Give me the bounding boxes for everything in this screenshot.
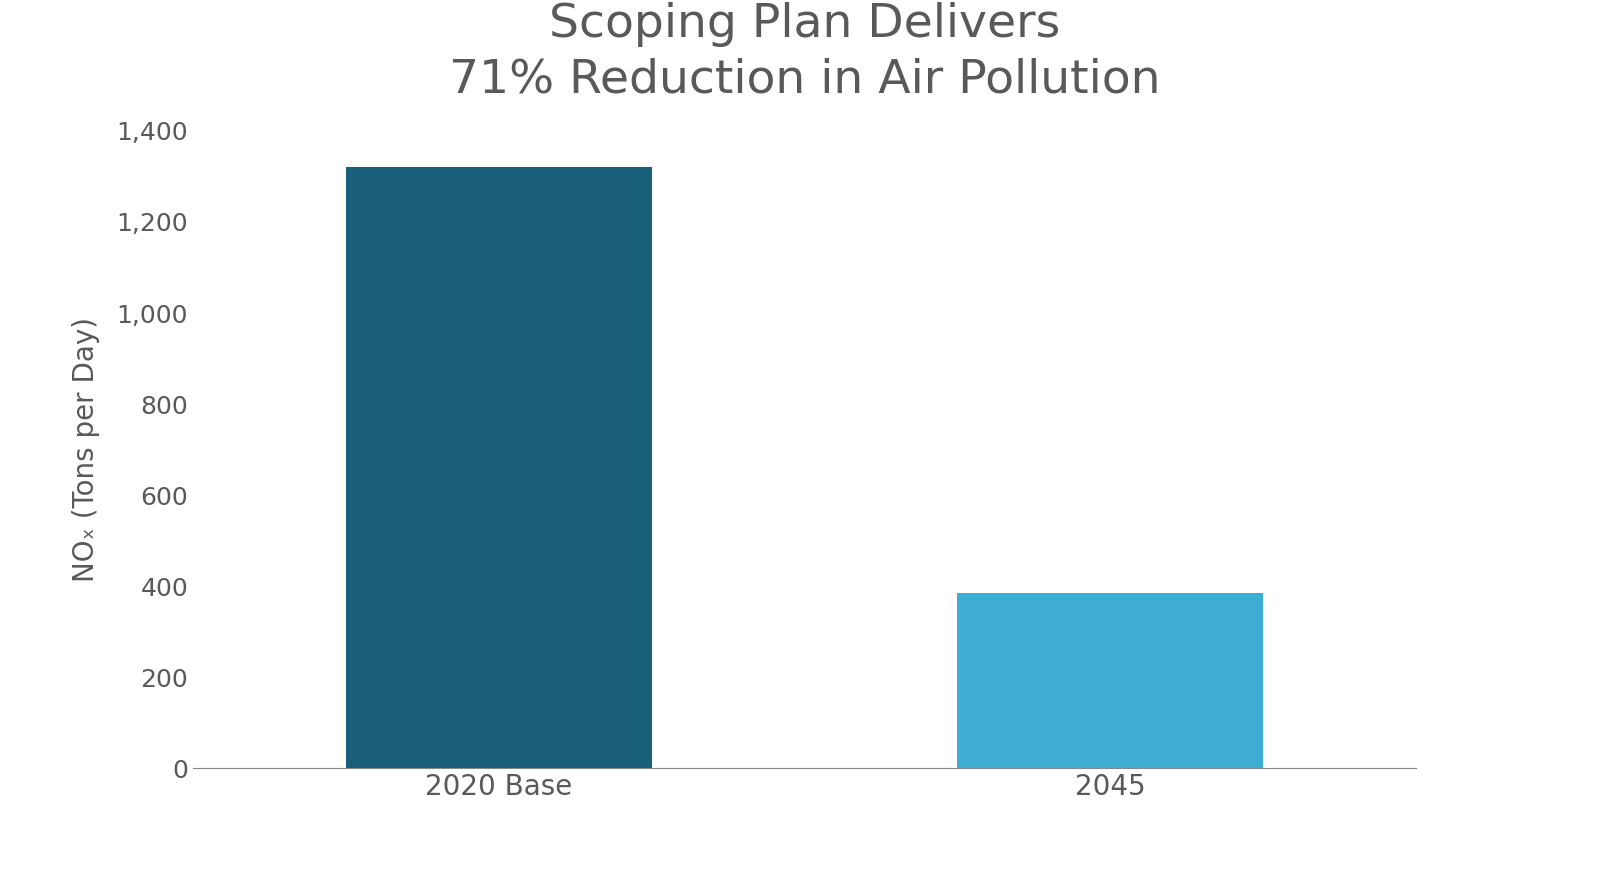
Bar [957,593,1263,768]
Bar [346,168,652,768]
Title: Scoping Plan Delivers
71% Reduction in Air Pollution: Scoping Plan Delivers 71% Reduction in A… [449,2,1160,102]
Y-axis label: NOₓ (Tons per Day): NOₓ (Tons per Day) [72,317,100,582]
